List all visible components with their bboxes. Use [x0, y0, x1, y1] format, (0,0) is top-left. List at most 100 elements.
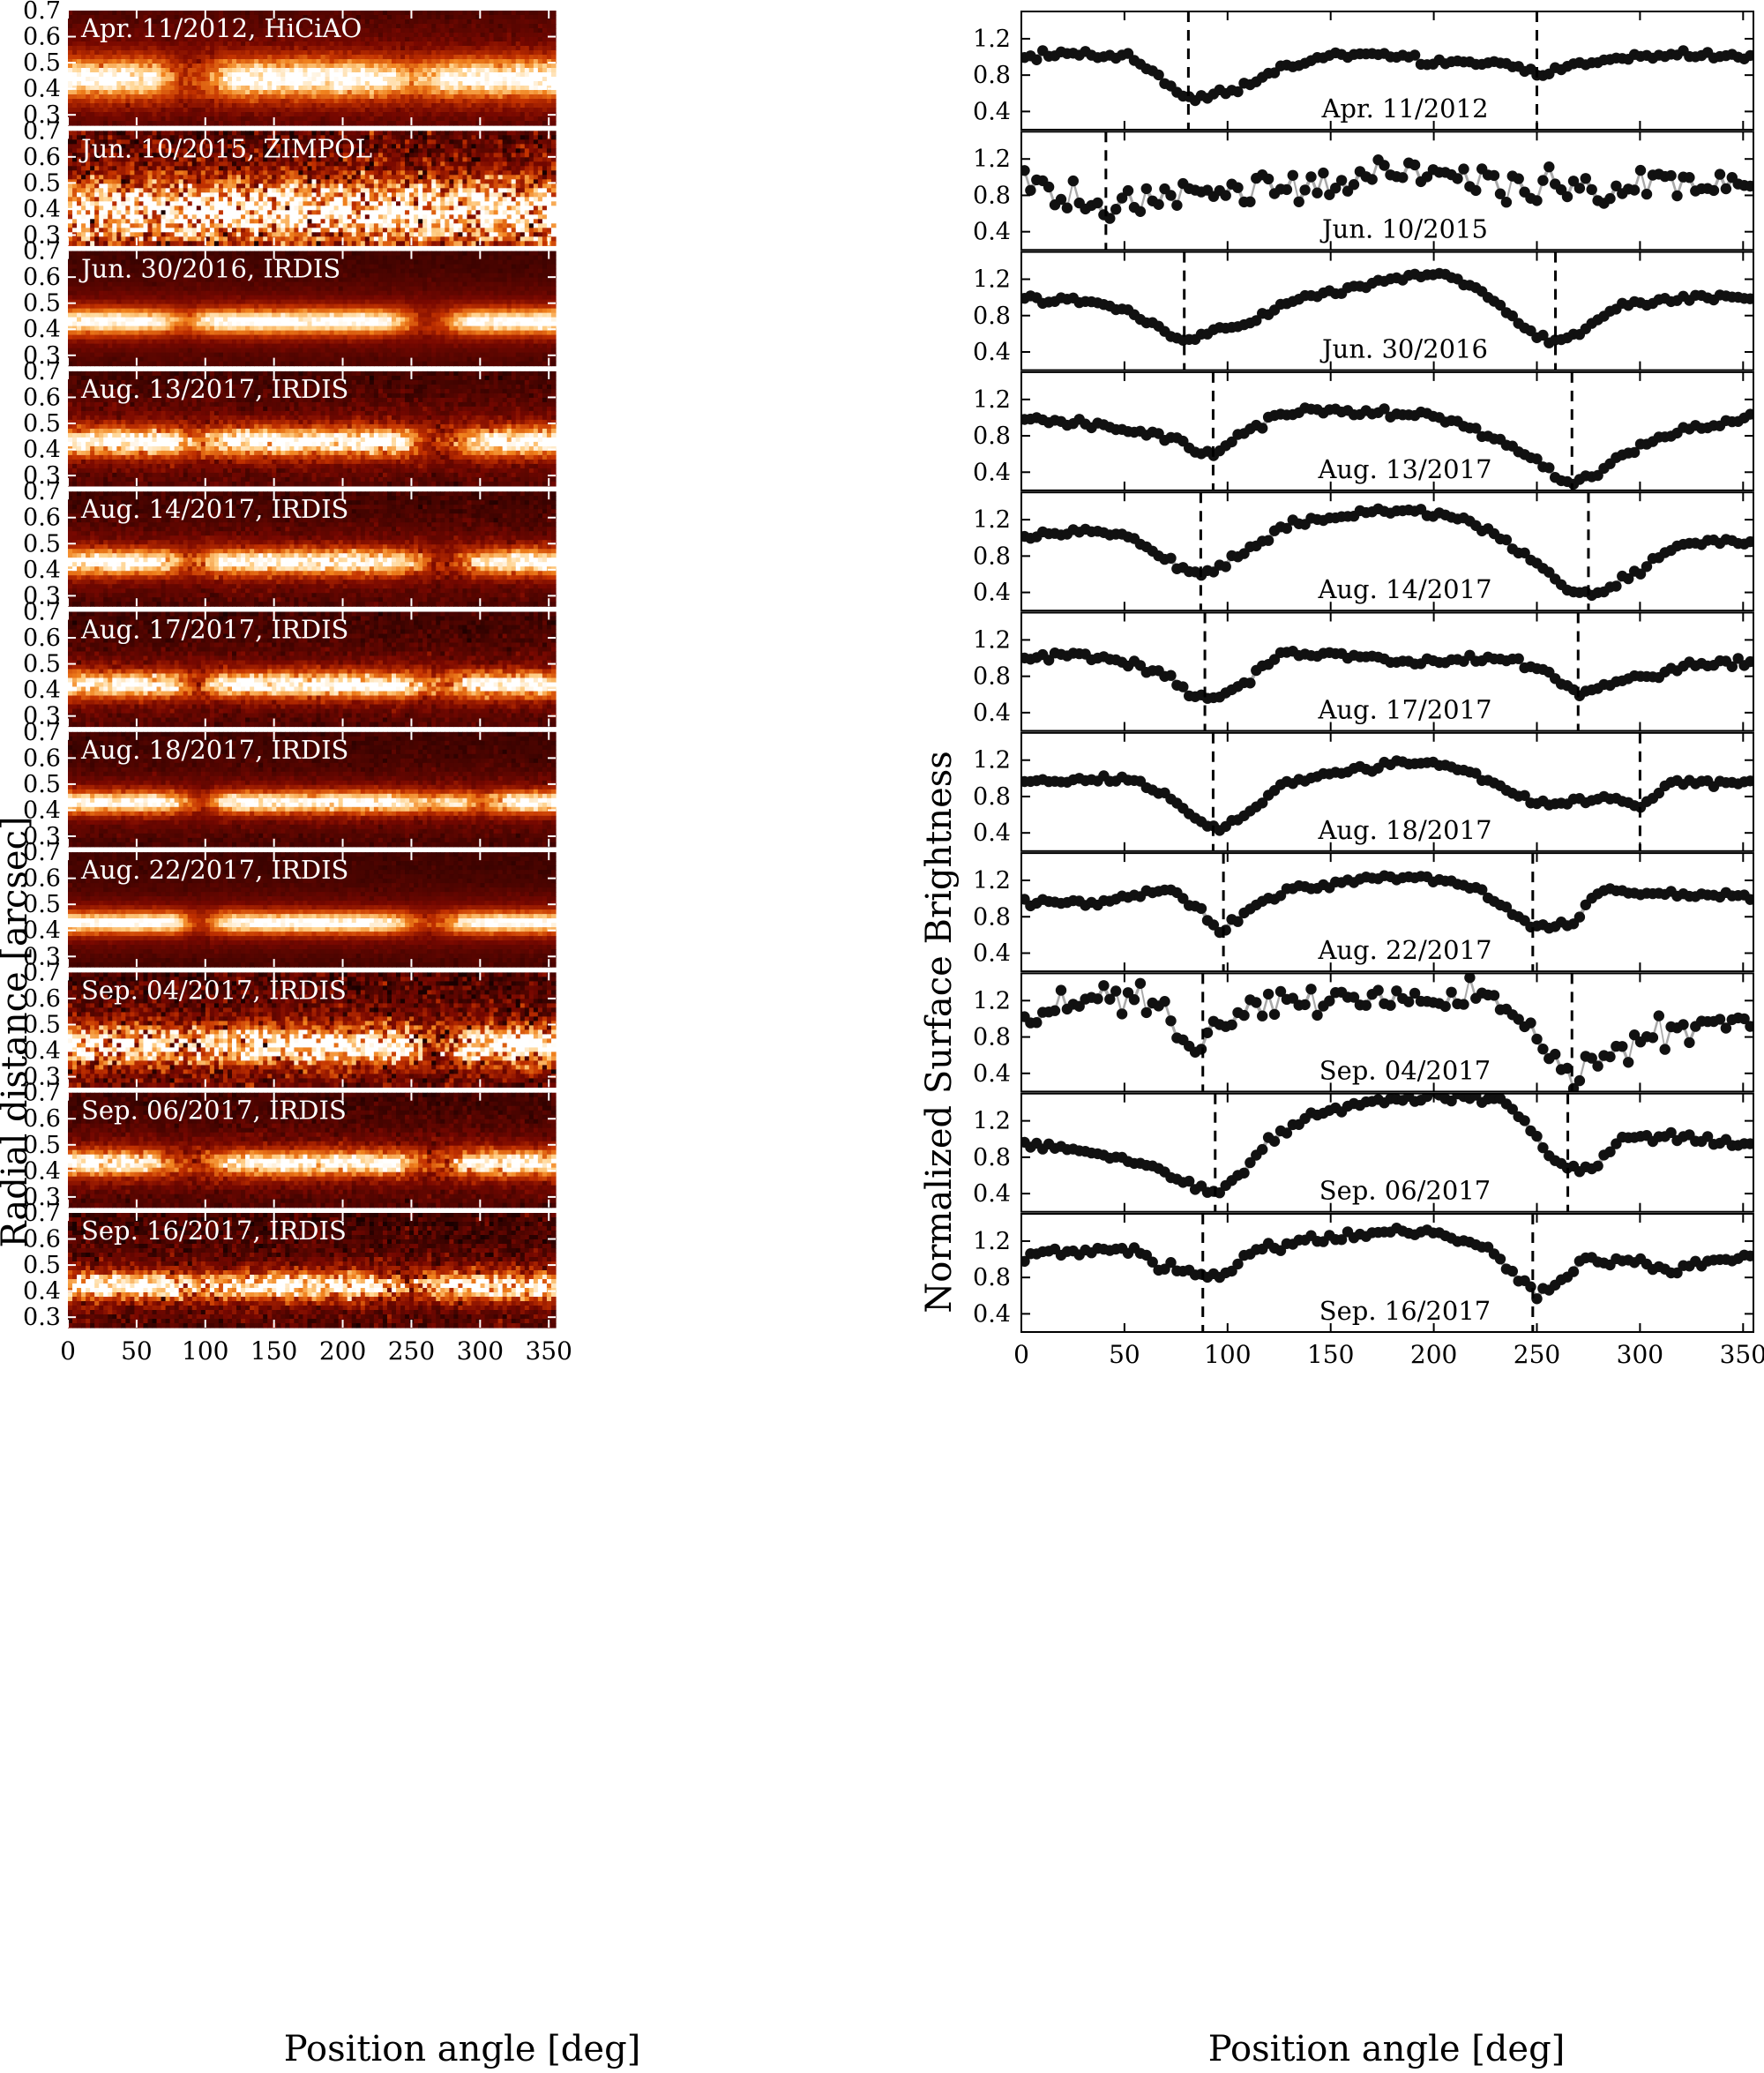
- intensity-cell: [179, 77, 184, 82]
- intensity-cell: [68, 81, 73, 86]
- intensity-cell: [161, 99, 167, 104]
- intensity-cell: [241, 116, 246, 122]
- intensity-cell: [175, 64, 180, 69]
- intensity-cell: [125, 86, 131, 91]
- intensity-cell: [143, 59, 148, 64]
- intensity-cell: [236, 50, 242, 56]
- intensity-cell: [166, 112, 171, 117]
- intensity-cell: [153, 77, 158, 82]
- intensity-cell: [112, 72, 117, 78]
- intensity-cell: [77, 116, 82, 122]
- intensity-cell: [143, 86, 148, 91]
- intensity-cell: [232, 108, 237, 113]
- intensity-cell: [219, 116, 224, 122]
- intensity-cell: [99, 103, 104, 109]
- intensity-cell: [143, 94, 148, 100]
- intensity-cell: [263, 94, 268, 100]
- intensity-cell: [210, 108, 215, 113]
- intensity-cell: [86, 59, 91, 64]
- intensity-cell: [94, 90, 100, 95]
- intensity-cell: [147, 81, 153, 86]
- intensity-cell: [254, 94, 259, 100]
- intensity-cell: [232, 72, 237, 78]
- intensity-cell: [223, 81, 228, 86]
- intensity-cell: [161, 59, 167, 64]
- intensity-cell: [72, 72, 78, 78]
- intensity-cell: [72, 99, 78, 104]
- intensity-cell: [210, 46, 215, 51]
- intensity-cell: [192, 81, 198, 86]
- intensity-cell: [236, 99, 242, 104]
- intensity-cell: [72, 103, 78, 109]
- intensity-cell: [254, 68, 259, 73]
- intensity-cell: [241, 121, 246, 126]
- intensity-cell: [232, 81, 237, 86]
- intensity-cell: [77, 90, 82, 95]
- intensity-cell: [232, 50, 237, 56]
- intensity-cell: [112, 103, 117, 109]
- intensity-cell: [81, 99, 86, 104]
- intensity-cell: [179, 68, 184, 73]
- intensity-cell: [90, 59, 95, 64]
- intensity-cell: [170, 55, 176, 60]
- intensity-cell: [77, 72, 82, 78]
- intensity-cell: [99, 59, 104, 64]
- intensity-cell: [90, 112, 95, 117]
- intensity-cell: [214, 81, 220, 86]
- intensity-cell: [241, 112, 246, 117]
- intensity-cell: [170, 116, 176, 122]
- intensity-cell: [157, 64, 162, 69]
- intensity-cell: [86, 86, 91, 91]
- intensity-cell: [214, 64, 220, 69]
- intensity-cell: [245, 108, 250, 113]
- intensity-cell: [125, 116, 131, 122]
- intensity-cell: [258, 90, 264, 95]
- intensity-cell: [219, 108, 224, 113]
- intensity-cell: [214, 116, 220, 122]
- intensity-cell: [116, 99, 122, 104]
- intensity-cell: [188, 99, 193, 104]
- intensity-cell: [81, 59, 86, 64]
- intensity-cell: [157, 108, 162, 113]
- intensity-cell: [116, 68, 122, 73]
- intensity-cell: [236, 77, 242, 82]
- intensity-cell: [214, 77, 220, 82]
- intensity-cell: [210, 72, 215, 78]
- intensity-cell: [166, 59, 171, 64]
- intensity-cell: [214, 46, 220, 51]
- intensity-cell: [86, 46, 91, 51]
- intensity-cell: [112, 46, 117, 51]
- intensity-cell: [183, 50, 189, 56]
- intensity-cell: [250, 121, 255, 126]
- intensity-cell: [175, 99, 180, 104]
- intensity-cell: [81, 121, 86, 126]
- intensity-cell: [157, 121, 162, 126]
- intensity-cell: [170, 90, 176, 95]
- intensity-cell: [258, 94, 264, 100]
- intensity-cell: [245, 50, 250, 56]
- left-column-intensity-maps: 0.30.40.50.60.7Apr. 11/2012, HiCiAO0.30.…: [23, 0, 572, 1366]
- intensity-cell: [99, 50, 104, 56]
- intensity-cell: [206, 55, 211, 60]
- intensity-cell: [81, 94, 86, 100]
- intensity-cell: [170, 64, 176, 69]
- intensity-cell: [206, 77, 211, 82]
- intensity-cell: [147, 90, 153, 95]
- intensity-cell: [214, 90, 220, 95]
- intensity-cell: [72, 19, 78, 25]
- intensity-cell: [68, 72, 73, 78]
- intensity-cell: [258, 55, 264, 60]
- intensity-cell: [258, 116, 264, 122]
- intensity-cell: [197, 59, 202, 64]
- intensity-cell: [86, 81, 91, 86]
- intensity-cell: [258, 108, 264, 113]
- intensity-cell: [258, 99, 264, 104]
- intensity-cell: [183, 55, 189, 60]
- intensity-cell: [250, 55, 255, 60]
- intensity-cell: [161, 50, 167, 56]
- intensity-cell: [254, 72, 259, 78]
- intensity-cell: [68, 55, 73, 60]
- intensity-cell: [232, 55, 237, 60]
- intensity-cell: [201, 81, 206, 86]
- intensity-cell: [175, 59, 180, 64]
